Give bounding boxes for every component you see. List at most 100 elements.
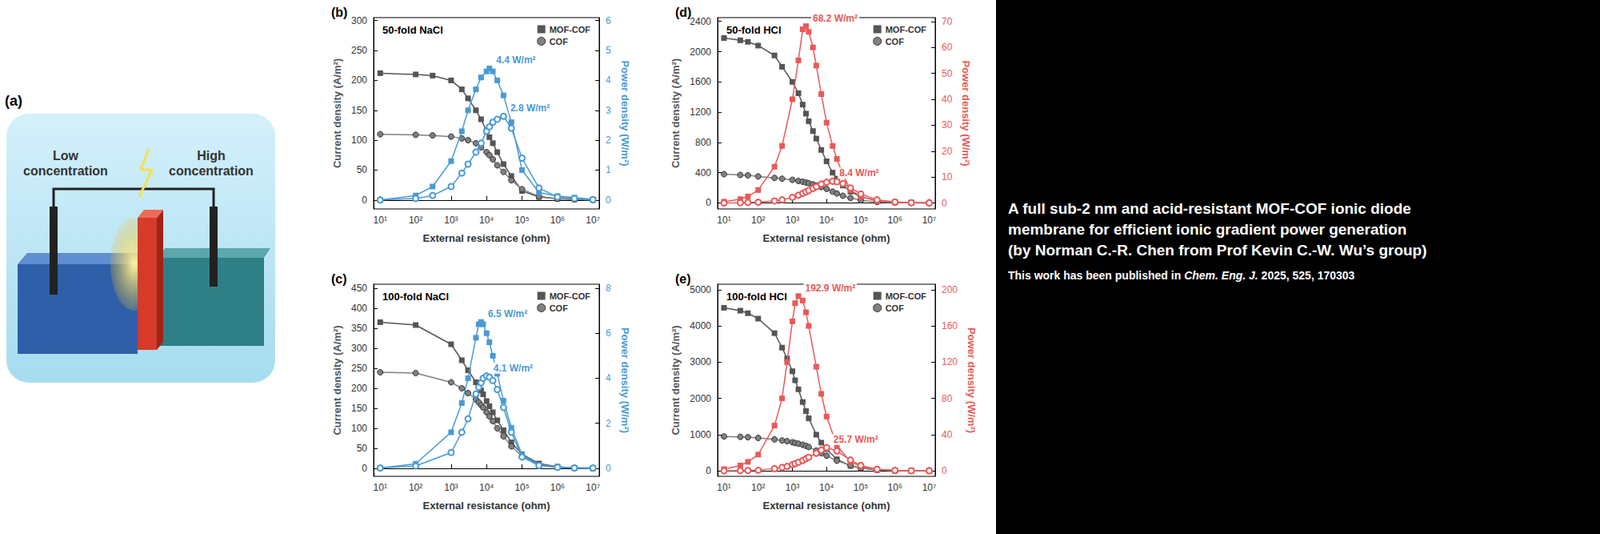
svg-text:68.2 W/m²: 68.2 W/m² (812, 12, 858, 24)
svg-text:Current density (A/m²): Current density (A/m²) (331, 58, 344, 168)
svg-text:10⁷: 10⁷ (922, 481, 937, 493)
svg-text:MOF-COF: MOF-COF (885, 24, 928, 35)
svg-text:10³: 10³ (444, 481, 458, 493)
svg-text:150: 150 (351, 402, 368, 414)
svg-text:200: 200 (351, 382, 368, 394)
svg-text:10: 10 (941, 171, 953, 183)
svg-text:100-fold NaCl: 100-fold NaCl (382, 290, 449, 303)
svg-text:300: 300 (351, 342, 368, 354)
svg-text:10⁵: 10⁵ (853, 214, 868, 226)
svg-text:10²: 10² (408, 214, 423, 226)
svg-text:0: 0 (705, 196, 712, 208)
svg-text:(c): (c) (331, 272, 348, 286)
svg-text:200: 200 (351, 74, 368, 86)
svg-text:8: 8 (605, 282, 612, 294)
svg-text:External resistance (ohm): External resistance (ohm) (423, 499, 551, 512)
svg-text:10¹: 10¹ (716, 214, 731, 226)
svg-text:COF: COF (885, 36, 905, 47)
svg-text:1: 1 (605, 164, 612, 176)
svg-text:(e): (e) (675, 272, 692, 286)
svg-text:External resistance (ohm): External resistance (ohm) (423, 232, 551, 244)
svg-text:70: 70 (941, 16, 953, 28)
svg-text:4: 4 (605, 372, 612, 384)
svg-text:10⁵: 10⁵ (514, 214, 529, 226)
svg-text:2000: 2000 (689, 392, 712, 404)
svg-text:0: 0 (361, 462, 368, 474)
svg-text:4.4 W/m²: 4.4 W/m² (496, 54, 536, 66)
svg-text:0: 0 (605, 194, 612, 206)
svg-text:10⁷: 10⁷ (585, 214, 600, 226)
svg-text:Current density (A/m²): Current density (A/m²) (331, 324, 344, 435)
svg-text:10⁶: 10⁶ (550, 214, 565, 226)
svg-text:10¹: 10¹ (716, 481, 731, 493)
svg-text:10⁴: 10⁴ (819, 214, 835, 226)
svg-text:6: 6 (605, 15, 612, 27)
svg-text:40: 40 (941, 428, 953, 440)
svg-text:10³: 10³ (785, 214, 800, 226)
svg-text:10⁶: 10⁶ (550, 481, 565, 493)
svg-text:4.1 W/m²: 4.1 W/m² (493, 362, 533, 374)
svg-text:3000: 3000 (689, 356, 712, 368)
svg-text:50-fold NaCl: 50-fold NaCl (382, 24, 444, 36)
svg-text:80: 80 (941, 392, 953, 404)
svg-text:3: 3 (605, 104, 612, 116)
svg-text:8.4 W/m²: 8.4 W/m² (839, 167, 879, 179)
svg-text:(d): (d) (675, 5, 692, 20)
svg-text:10²: 10² (751, 214, 765, 226)
svg-text:2000: 2000 (689, 46, 712, 58)
svg-text:COF: COF (549, 36, 569, 47)
svg-text:10⁶: 10⁶ (888, 214, 903, 226)
svg-text:10²: 10² (408, 481, 423, 493)
svg-text:1200: 1200 (689, 106, 712, 118)
svg-text:300: 300 (351, 15, 368, 27)
svg-text:10⁴: 10⁴ (479, 481, 495, 493)
svg-text:5: 5 (605, 44, 612, 56)
svg-text:Power density (W/m²): Power density (W/m²) (619, 327, 632, 433)
svg-text:4000: 4000 (689, 320, 712, 332)
svg-text:0: 0 (705, 464, 712, 476)
svg-text:2: 2 (605, 417, 612, 429)
svg-text:concentration: concentration (168, 164, 254, 178)
svg-text:COF: COF (549, 303, 569, 313)
svg-text:10⁵: 10⁵ (514, 481, 529, 493)
svg-text:10³: 10³ (785, 481, 800, 493)
svg-text:120: 120 (941, 356, 958, 368)
svg-text:50: 50 (356, 164, 368, 176)
svg-text:(b): (b) (331, 5, 348, 20)
svg-text:Current density (A/m²): Current density (A/m²) (669, 324, 682, 435)
svg-text:10²: 10² (751, 481, 765, 493)
svg-text:250: 250 (351, 362, 368, 374)
svg-text:0: 0 (361, 194, 368, 206)
svg-text:250: 250 (351, 44, 368, 56)
svg-text:350: 350 (351, 322, 368, 334)
svg-text:MOF-COF: MOF-COF (885, 291, 928, 301)
svg-text:100: 100 (351, 422, 368, 434)
svg-text:10¹: 10¹ (373, 214, 388, 226)
svg-text:10¹: 10¹ (373, 481, 388, 493)
svg-text:10⁷: 10⁷ (922, 214, 937, 226)
svg-text:1600: 1600 (689, 76, 712, 88)
svg-text:4: 4 (605, 74, 612, 86)
svg-text:2: 2 (605, 134, 612, 146)
svg-text:(a): (a) (4, 92, 23, 109)
svg-text:25.7 W/m²: 25.7 W/m² (833, 433, 879, 445)
svg-text:Power density (W/m²): Power density (W/m²) (619, 60, 632, 166)
svg-text:High: High (196, 148, 226, 163)
svg-text:30: 30 (941, 119, 953, 131)
svg-text:External resistance (ohm): External resistance (ohm) (763, 232, 891, 244)
svg-text:concentration: concentration (23, 164, 108, 178)
svg-text:Power density (W/m²): Power density (W/m²) (965, 327, 978, 433)
svg-text:192.9 W/m²: 192.9 W/m² (805, 282, 856, 294)
svg-text:5000: 5000 (689, 284, 712, 296)
svg-text:60: 60 (941, 41, 953, 53)
svg-text:20: 20 (941, 145, 953, 157)
svg-text:100-fold HCl: 100-fold HCl (726, 290, 788, 303)
svg-text:150: 150 (351, 104, 368, 116)
svg-text:800: 800 (695, 136, 712, 148)
svg-text:2.8 W/m²: 2.8 W/m² (510, 102, 550, 114)
svg-text:MOF-COF: MOF-COF (549, 291, 592, 301)
svg-text:200: 200 (941, 284, 958, 296)
svg-text:400: 400 (351, 302, 368, 314)
svg-text:6.5 W/m²: 6.5 W/m² (488, 308, 528, 320)
svg-text:10⁴: 10⁴ (819, 481, 835, 493)
